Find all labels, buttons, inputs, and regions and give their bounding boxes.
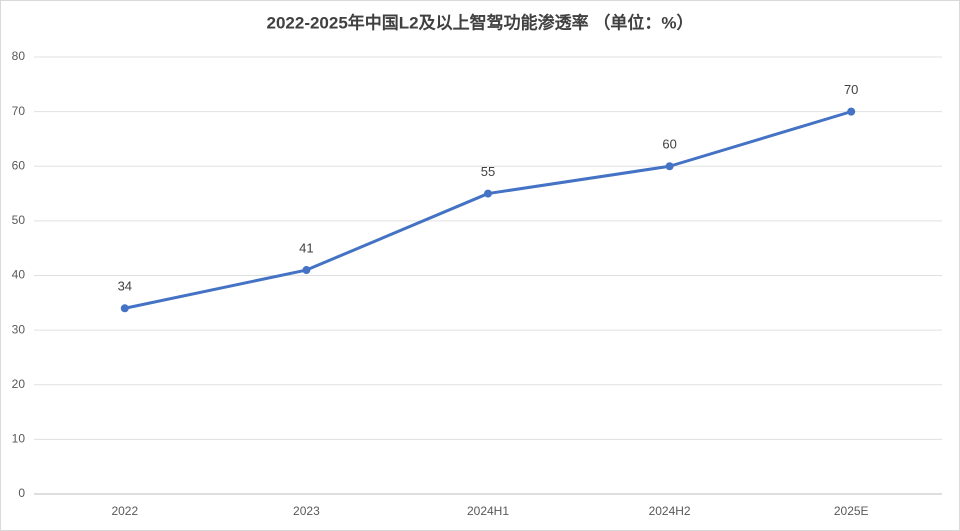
y-tick-label: 30 [12, 322, 26, 336]
marker [120, 304, 129, 313]
x-tick-label: 2024H2 [649, 504, 691, 518]
y-tick-label: 70 [12, 104, 26, 118]
y-tick-label: 0 [18, 486, 25, 500]
marker [665, 162, 674, 171]
marker [847, 107, 856, 116]
x-tick-label: 2024H1 [467, 504, 509, 518]
y-tick-label: 20 [12, 377, 26, 391]
y-tick-label: 60 [12, 158, 26, 172]
y-tick-label: 10 [12, 432, 26, 446]
data-label: 55 [481, 164, 495, 179]
y-tick-label: 40 [12, 268, 26, 282]
y-tick-label: 80 [12, 49, 26, 63]
x-tick-label: 2023 [293, 504, 320, 518]
x-tick-label: 2022 [111, 504, 138, 518]
data-label: 60 [662, 137, 676, 152]
data-label: 34 [118, 279, 132, 294]
data-label: 70 [844, 82, 858, 97]
chart-title: 2022-2025年中国L2及以上智驾功能渗透率 （单位：%） [267, 12, 694, 32]
marker [302, 266, 311, 275]
marker [484, 189, 492, 198]
data-label: 41 [299, 240, 313, 255]
y-tick-label: 50 [12, 213, 26, 227]
x-tick-label: 2025E [834, 504, 869, 518]
